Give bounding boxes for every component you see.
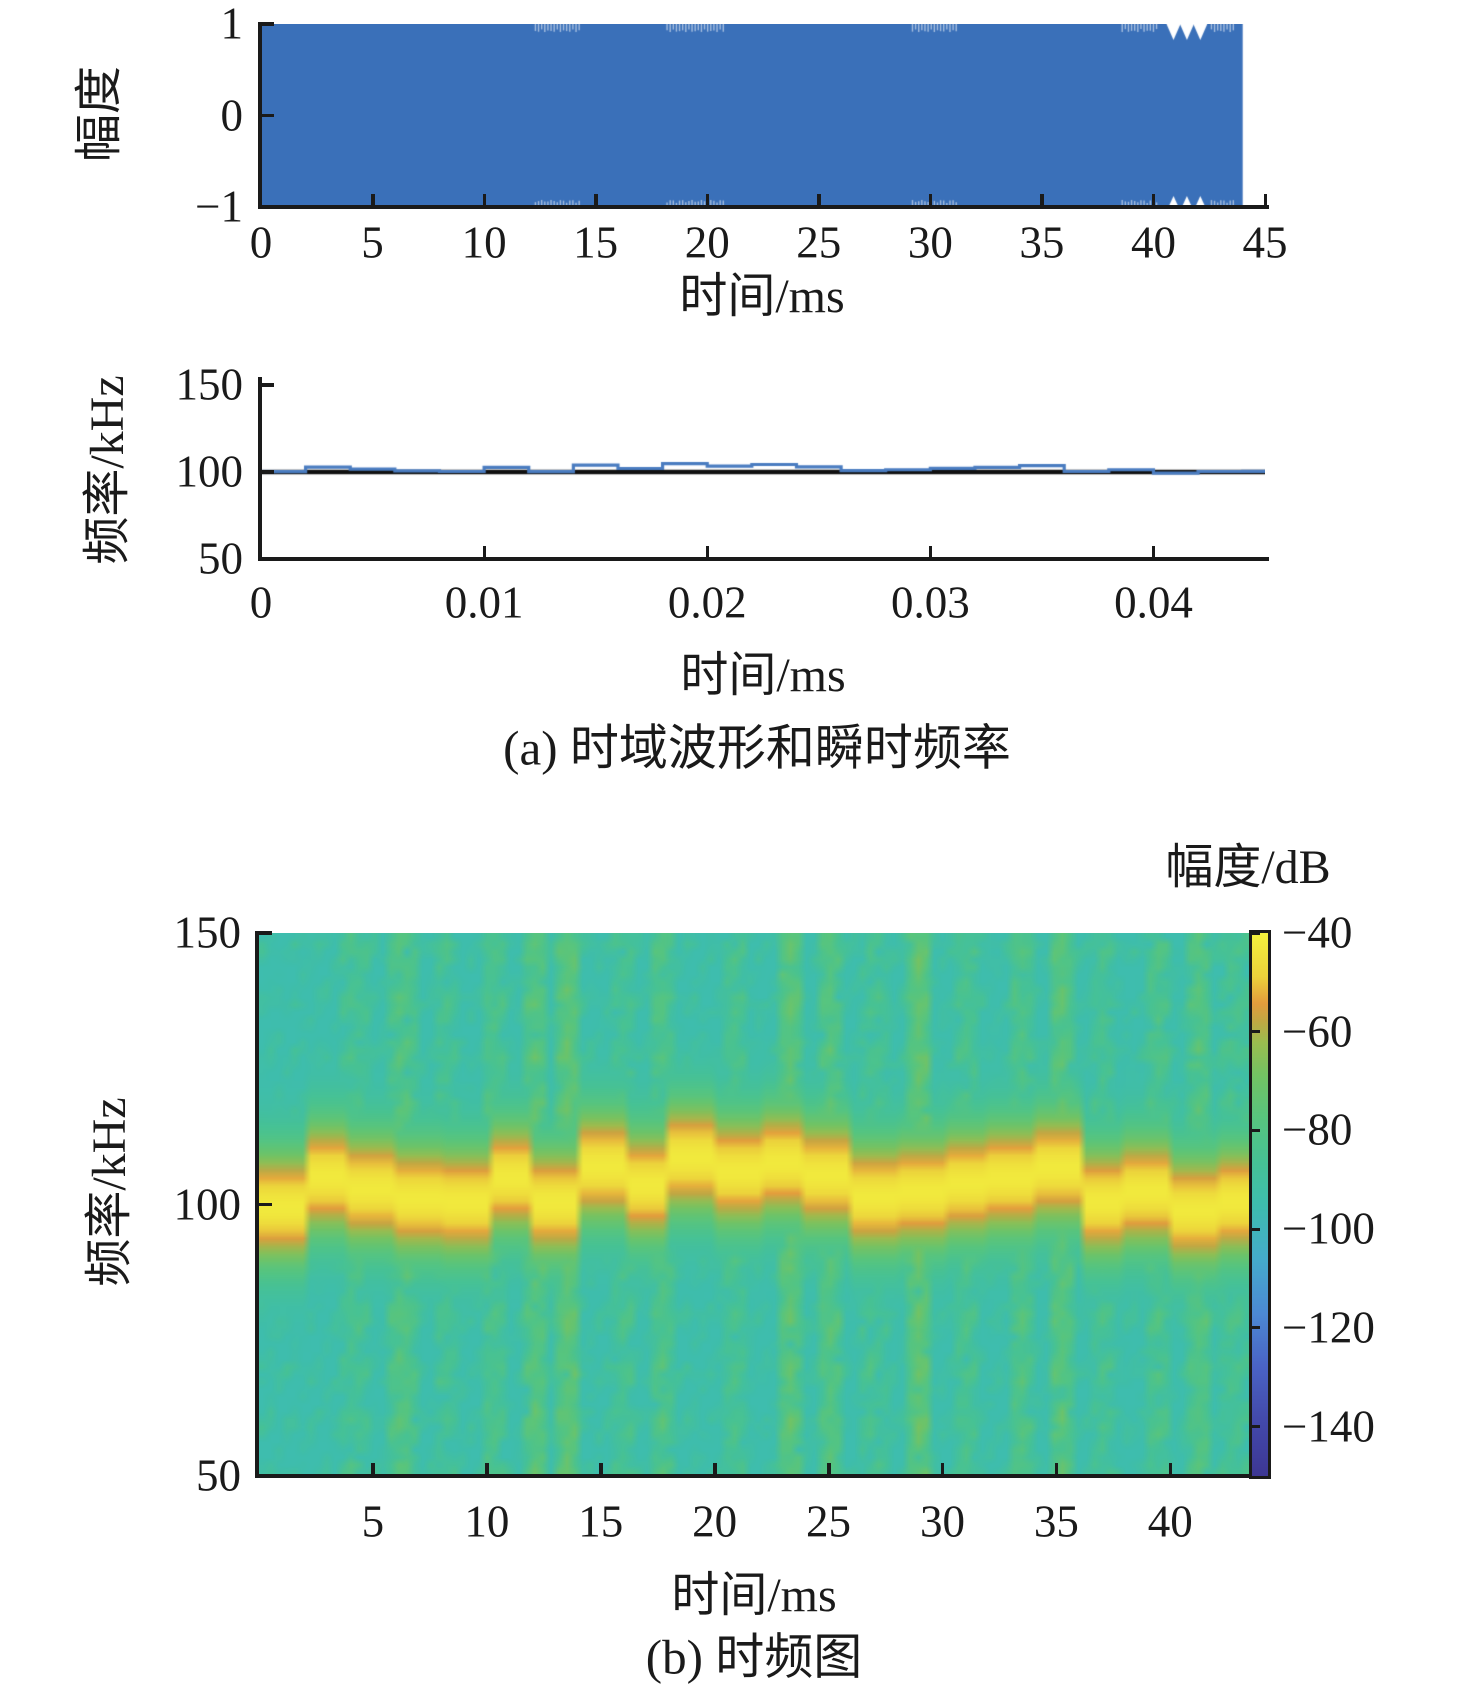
- caption-b: (b) 时频图: [645, 1629, 863, 1685]
- spectrogram-x-axis-label: 时间/ms: [671, 1569, 837, 1622]
- spectrogram-x-tick-label: 15: [578, 1496, 624, 1547]
- colorbar-tick-label: −140: [1282, 1401, 1375, 1452]
- frequency-x-tick-label: 0.04: [1114, 577, 1193, 628]
- colorbar-tick-label: −40: [1282, 907, 1353, 958]
- colorbar-tick: [1252, 1326, 1260, 1330]
- frequency-x-tick-label: 0.01: [444, 577, 524, 628]
- colorbar-tick: [1252, 1030, 1260, 1034]
- frequency-y-tick-label: 100: [175, 446, 244, 497]
- frequency-y-tick-label: 50: [198, 533, 243, 584]
- spectrogram-y-tick-label: 100: [173, 1179, 242, 1229]
- waveform-x-tick: [482, 194, 487, 207]
- waveform-x-tick: [928, 194, 933, 207]
- spectrogram-x-tick-label: 10: [464, 1496, 510, 1547]
- spectrogram-y-tick-label: 50: [196, 1450, 241, 1501]
- waveform-x-tick: [1151, 194, 1156, 207]
- frequency-bottom-spine: [258, 557, 1269, 561]
- waveform-x-tick-label: 0: [249, 217, 273, 268]
- spectrogram-x-tick: [1168, 1463, 1173, 1476]
- spectrogram-x-tick: [485, 1463, 489, 1476]
- waveform-x-tick-label: 20: [684, 217, 730, 268]
- frequency-x-tick-label: 0.02: [667, 577, 747, 628]
- spectrogram-x-tick-label: 20: [692, 1496, 738, 1547]
- spectrogram-plot-area: [259, 933, 1250, 1476]
- spectrogram-y-tick: [259, 931, 272, 935]
- waveform-x-tick-label: 25: [796, 217, 842, 268]
- waveform-x-tick-label: 30: [907, 217, 953, 268]
- waveform-y-tick: [261, 205, 274, 209]
- spectrogram-y-axis-label: 频率/kHz: [83, 1097, 136, 1287]
- waveform-x-tick: [1040, 194, 1044, 207]
- frequency-y-axis-label: 频率/kHz: [81, 375, 134, 565]
- waveform-x-tick-label: 15: [573, 217, 619, 268]
- waveform-bottom-spine: [258, 205, 1269, 209]
- waveform-x-tick: [1263, 194, 1267, 207]
- instantaneous-frequency-plot-area: [261, 385, 1265, 559]
- waveform-x-tick-label: 35: [1019, 217, 1065, 268]
- waveform-x-axis-label: 时间/ms: [679, 270, 845, 323]
- colorbar-tick: [1252, 931, 1260, 935]
- waveform-x-tick: [817, 194, 821, 207]
- colorbar-gradient: [1252, 933, 1268, 1476]
- spectrogram-y-tick-label: 150: [173, 907, 242, 958]
- waveform-x-tick: [705, 194, 710, 207]
- frequency-x-tick: [928, 546, 933, 559]
- waveform-y-tick: [261, 113, 274, 118]
- waveform-plot-area: [261, 24, 1265, 207]
- colorbar-tick-label: −80: [1282, 1104, 1353, 1155]
- spectrogram-x-tick: [940, 1463, 945, 1476]
- colorbar-tick: [1252, 1128, 1260, 1132]
- spectrogram-x-tick: [713, 1463, 717, 1476]
- waveform-left-spine: [258, 22, 262, 209]
- spectrogram-x-tick-label: 40: [1147, 1496, 1193, 1547]
- waveform-x-tick-label: 5: [361, 217, 384, 268]
- spectrogram-x-tick-label: 25: [806, 1496, 852, 1547]
- spectrogram-y-tick: [259, 1474, 272, 1478]
- waveform-x-tick: [594, 194, 598, 207]
- spectrogram-x-tick: [599, 1463, 603, 1476]
- waveform-y-tick-label: −1: [195, 181, 243, 232]
- waveform-y-tick: [261, 22, 274, 26]
- frequency-y-tick: [261, 383, 274, 387]
- frequency-x-tick-label: 0.03: [890, 577, 970, 628]
- frequency-x-tick: [705, 546, 710, 559]
- frequency-left-spine: [258, 377, 262, 561]
- spectrogram-x-tick: [371, 1463, 375, 1476]
- waveform-y-tick-label: 0: [220, 90, 244, 140]
- colorbar-tick: [1252, 1227, 1260, 1231]
- frequency-y-tick-label: 150: [175, 359, 244, 410]
- spectrogram-x-tick-label: 35: [1033, 1496, 1079, 1547]
- frequency-x-axis-label: 时间/ms: [680, 649, 846, 702]
- colorbar-title: 幅度/dB: [1165, 841, 1331, 894]
- spectrogram-x-tick-label: 5: [361, 1496, 385, 1547]
- spectrogram-bottom-spine: [255, 1474, 1255, 1478]
- colorbar-tick-label: −120: [1282, 1302, 1375, 1353]
- frequency-x-tick: [482, 546, 487, 559]
- caption-a: (a) 时域波形和瞬时频率: [503, 720, 1011, 776]
- colorbar-tick-label: −100: [1282, 1203, 1375, 1254]
- spectrogram-x-tick: [827, 1463, 831, 1476]
- frequency-y-tick: [261, 470, 274, 474]
- spectrogram-x-tick: [1054, 1463, 1059, 1476]
- waveform-y-tick-label: 1: [220, 0, 244, 49]
- waveform-x-tick-label: 10: [461, 217, 507, 268]
- waveform-x-tick: [371, 194, 375, 207]
- frequency-x-tick: [1151, 546, 1156, 559]
- spectrogram-left-spine: [255, 931, 259, 1478]
- frequency-y-tick: [261, 557, 274, 561]
- waveform-x-tick-label: 40: [1130, 217, 1176, 268]
- colorbar-tick: [1252, 1425, 1260, 1429]
- spectrogram-y-tick: [259, 1202, 272, 1207]
- spectrogram-x-tick-label: 30: [919, 1496, 965, 1547]
- colorbar-tick-label: −60: [1282, 1006, 1353, 1057]
- waveform-x-tick-label: 45: [1242, 217, 1288, 268]
- frequency-x-tick-label: 0: [249, 577, 273, 628]
- waveform-y-axis-label: 幅度: [73, 65, 126, 163]
